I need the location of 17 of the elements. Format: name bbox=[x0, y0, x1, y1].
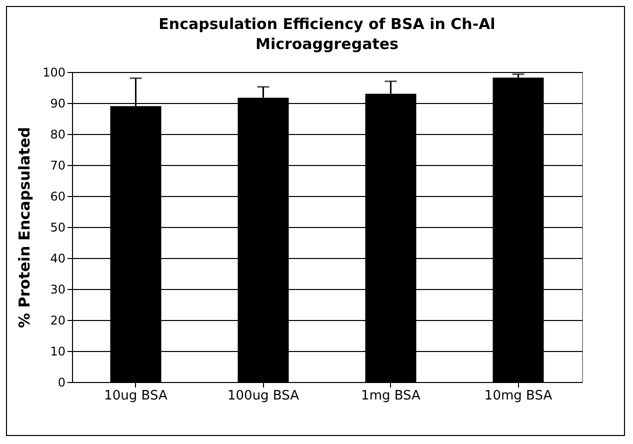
y-tick-label: 90 bbox=[50, 96, 66, 110]
y-tick-label: 0 bbox=[58, 376, 66, 390]
y-tick-label: 50 bbox=[50, 220, 66, 234]
x-tick-label: 1mg BSA bbox=[361, 388, 421, 404]
y-tick-label: 70 bbox=[50, 158, 66, 172]
x-tick-label: 100ug BSA bbox=[227, 388, 300, 404]
x-tick-label: 10mg BSA bbox=[484, 388, 552, 404]
y-tick-label: 10 bbox=[50, 344, 66, 358]
y-tick-label: 40 bbox=[50, 252, 66, 266]
y-tick-label: 20 bbox=[50, 314, 66, 328]
chart-title: Encapsulation Efficiency of BSA in Ch-Al Microaggregates bbox=[158, 15, 496, 53]
y-tick-label: 100 bbox=[42, 66, 66, 80]
y-tick-label: 80 bbox=[50, 128, 66, 142]
x-tick-label: 10ug BSA bbox=[104, 388, 168, 404]
y-tick-label: 60 bbox=[50, 190, 66, 204]
y-axis-title: % Protein Encapsulated bbox=[16, 127, 34, 328]
y-tick-label: 30 bbox=[50, 282, 66, 296]
